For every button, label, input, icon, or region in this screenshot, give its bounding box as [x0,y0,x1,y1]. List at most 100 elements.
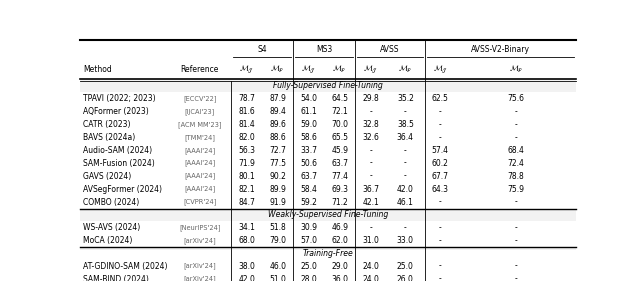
Text: [AAAI'24]: [AAAI'24] [184,160,216,166]
Text: Fully-Supervised Fine-Tuning: Fully-Supervised Fine-Tuning [273,81,383,90]
Text: -: - [515,133,517,142]
Text: 62.5: 62.5 [432,94,449,103]
Text: 77.5: 77.5 [269,158,286,167]
Text: -: - [439,236,442,245]
Text: [ACM MM'23]: [ACM MM'23] [178,121,221,128]
Text: [TMM'24]: [TMM'24] [184,134,215,140]
Text: -: - [439,262,442,271]
Text: $\mathcal{M}_\mathcal{F}$: $\mathcal{M}_\mathcal{F}$ [270,64,285,75]
Text: [arXiv'24]: [arXiv'24] [184,276,216,281]
Text: 26.0: 26.0 [397,275,414,281]
Text: -: - [404,107,407,116]
Text: 54.0: 54.0 [300,94,317,103]
Text: 36.4: 36.4 [397,133,414,142]
Text: 38.5: 38.5 [397,120,414,129]
Text: -: - [515,236,517,245]
Text: -: - [515,275,517,281]
Text: 57.0: 57.0 [300,236,317,245]
Text: [ECCV'22]: [ECCV'22] [183,95,216,101]
Text: MS3: MS3 [316,46,332,55]
Text: 31.0: 31.0 [362,236,379,245]
Text: 46.0: 46.0 [269,262,286,271]
Text: 61.1: 61.1 [300,107,317,116]
Text: 42.1: 42.1 [362,198,379,207]
Text: [AAAI'24]: [AAAI'24] [184,147,216,153]
Text: WS-AVS (2024): WS-AVS (2024) [83,223,140,232]
Text: 80.1: 80.1 [238,172,255,181]
Text: $\mathcal{M}_\mathcal{J}$: $\mathcal{M}_\mathcal{J}$ [301,63,316,76]
Text: 46.1: 46.1 [397,198,414,207]
Text: 65.5: 65.5 [331,133,348,142]
Text: [CVPR'24]: [CVPR'24] [183,199,216,205]
Text: 35.2: 35.2 [397,94,414,103]
Text: -: - [439,198,442,207]
Text: 71.9: 71.9 [238,158,255,167]
Text: 59.2: 59.2 [300,198,317,207]
Text: [AAAI'24]: [AAAI'24] [184,186,216,192]
Text: 70.0: 70.0 [331,120,348,129]
Bar [80,209,576,221]
Text: MoCA (2024): MoCA (2024) [83,236,132,245]
Text: -: - [439,275,442,281]
Text: 58.4: 58.4 [300,185,317,194]
Text: 32.6: 32.6 [362,133,379,142]
Text: $\mathcal{M}_\mathcal{F}$: $\mathcal{M}_\mathcal{F}$ [398,64,413,75]
Bar [80,247,576,260]
Text: -: - [515,107,517,116]
Text: 78.8: 78.8 [508,172,524,181]
Text: Weakly-Supervised Fine-Tuning: Weakly-Supervised Fine-Tuning [268,210,388,219]
Text: 89.4: 89.4 [269,107,286,116]
Text: 69.3: 69.3 [331,185,348,194]
Text: 63.7: 63.7 [300,172,317,181]
Text: -: - [439,133,442,142]
Text: -: - [515,223,517,232]
Text: AT-GDINO-SAM (2024): AT-GDINO-SAM (2024) [83,262,168,271]
Text: 64.5: 64.5 [331,94,348,103]
Text: 51.0: 51.0 [269,275,286,281]
Text: 63.7: 63.7 [331,158,348,167]
Text: -: - [404,172,407,181]
Text: 42.0: 42.0 [397,185,414,194]
Text: 50.6: 50.6 [300,158,317,167]
Text: Audio-SAM (2024): Audio-SAM (2024) [83,146,152,155]
Text: 82.1: 82.1 [238,185,255,194]
Text: 32.8: 32.8 [362,120,379,129]
Text: 60.2: 60.2 [432,158,449,167]
Text: 42.0: 42.0 [238,275,255,281]
Text: -: - [369,158,372,167]
Text: 29.8: 29.8 [362,94,379,103]
Text: -: - [404,146,407,155]
Text: 90.2: 90.2 [269,172,286,181]
Text: AVSS: AVSS [380,46,400,55]
Text: -: - [515,262,517,271]
Text: 82.0: 82.0 [238,133,255,142]
Text: 81.6: 81.6 [238,107,255,116]
Text: -: - [369,223,372,232]
Text: [IJCAI'23]: [IJCAI'23] [185,108,215,115]
Text: -: - [439,120,442,129]
Text: 89.9: 89.9 [269,185,286,194]
Text: [NeurIPS'24]: [NeurIPS'24] [179,224,221,231]
Text: -: - [515,120,517,129]
Text: 68.4: 68.4 [508,146,524,155]
Text: 87.9: 87.9 [269,94,286,103]
Text: 81.4: 81.4 [238,120,255,129]
Text: $\mathcal{M}_\mathcal{F}$: $\mathcal{M}_\mathcal{F}$ [332,64,347,75]
Text: 25.0: 25.0 [397,262,414,271]
Text: 75.6: 75.6 [508,94,525,103]
Text: 58.6: 58.6 [300,133,317,142]
Text: SAM-BIND (2024): SAM-BIND (2024) [83,275,149,281]
Text: $\mathcal{M}_\mathcal{F}$: $\mathcal{M}_\mathcal{F}$ [509,64,524,75]
Text: $\mathcal{M}_\mathcal{J}$: $\mathcal{M}_\mathcal{J}$ [363,63,378,76]
Text: Training-Free: Training-Free [303,249,353,258]
Text: SAM-Fusion (2024): SAM-Fusion (2024) [83,158,155,167]
Text: 91.9: 91.9 [269,198,286,207]
Text: 36.0: 36.0 [331,275,348,281]
Text: 45.9: 45.9 [331,146,348,155]
Text: 62.0: 62.0 [332,236,348,245]
Text: 89.6: 89.6 [269,120,286,129]
Text: -: - [369,107,372,116]
Text: 24.0: 24.0 [362,275,379,281]
Text: 71.2: 71.2 [332,198,348,207]
Text: GAVS (2024): GAVS (2024) [83,172,131,181]
